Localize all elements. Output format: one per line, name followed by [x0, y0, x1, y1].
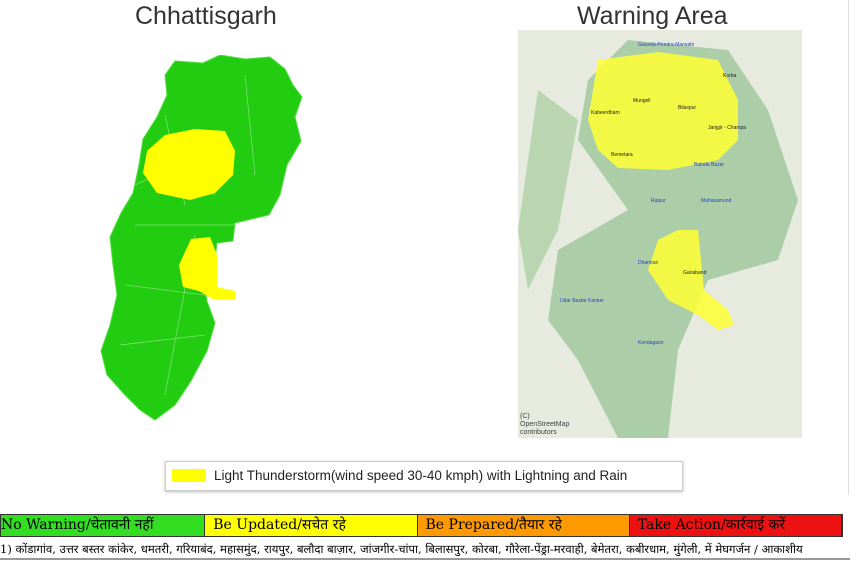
- map-label: Baloda Bazar: [694, 162, 725, 168]
- map-attribution: (C) OpenStreetMap contributors: [520, 413, 570, 436]
- map-label: Dhamtari: [638, 260, 659, 266]
- map-label: Bemetara: [611, 152, 633, 158]
- map-label: Mungeli: [633, 98, 651, 104]
- level-be-prepared: Be Prepared/तैयार रहे: [417, 515, 630, 536]
- map-label: Raipur: [651, 198, 666, 204]
- legend-label: Light Thunderstorm(wind speed 30-40 kmph…: [214, 468, 628, 483]
- map-label: Kabeerdham: [591, 110, 620, 116]
- map-label: Gaurela-Pendra-Marwahi: [638, 42, 695, 48]
- map-label: Kondagaon: [638, 340, 664, 346]
- legend-swatch-yellow: [172, 469, 206, 482]
- map-label: Korba: [723, 73, 737, 79]
- right-map-title: Warning Area: [577, 2, 728, 30]
- map-label: Janjgir - Champa: [708, 125, 747, 131]
- level-take-action: Take Action/कार्रवाई करें: [629, 515, 842, 536]
- map-label: Bilaspur: [678, 105, 697, 111]
- warning-level-bar: No Warning/चेतावनी नहीं Be Updated/सचेत …: [0, 514, 843, 537]
- warning-zone-north: [143, 129, 235, 200]
- level-no-warning: No Warning/चेतावनी नहीं: [1, 515, 206, 536]
- warning-zone-south: [179, 237, 235, 300]
- chhattisgarh-district-map: [100, 55, 303, 421]
- left-map-title: Chhattisgarh: [135, 2, 277, 30]
- map-label: Mahasamund: [701, 198, 732, 204]
- level-be-updated: Be Updated/सचेत रहे: [205, 515, 418, 536]
- district-note: 1) कोंडागांव, उत्तर बस्तर कांकेर, धमतरी,…: [0, 540, 850, 560]
- state-green-area: [100, 55, 303, 421]
- map-label: Uttar Bastar Kanker: [560, 298, 604, 304]
- divider: [848, 0, 849, 495]
- map-shading: [518, 30, 802, 438]
- map-label: Gariaband: [683, 270, 707, 276]
- map-legend: Light Thunderstorm(wind speed 30-40 kmph…: [165, 461, 683, 491]
- warning-area-map: Gaurela-Pendra-Marwahi Korba Mungeli Kab…: [518, 30, 802, 438]
